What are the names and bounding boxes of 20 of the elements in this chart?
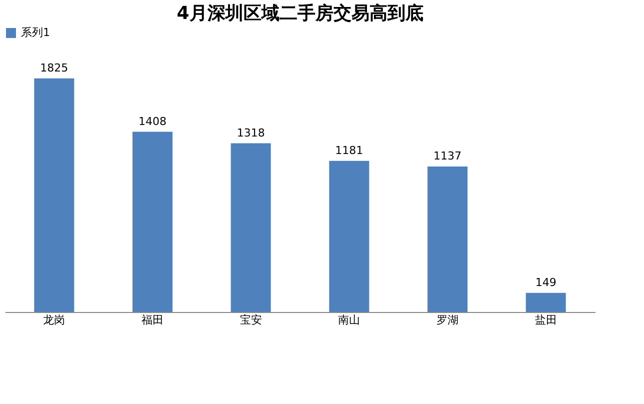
data-label: 1318 [236,126,265,140]
data-label: 1825 [40,61,68,74]
legend-label: 系列1 [21,26,50,39]
bar [230,143,271,312]
x-tick-label: 龙岗 [43,314,66,326]
data-label: 1181 [335,144,364,157]
bar [526,292,566,312]
data-label: 1137 [434,149,462,162]
bar [132,132,172,312]
bar [34,78,74,312]
x-tick-label: 南山 [338,314,360,326]
data-label: 149 [535,276,556,289]
x-tick-label: 罗湖 [436,314,458,326]
bar [428,166,468,312]
data-label: 1408 [138,114,166,128]
chart-title: 4月深圳区域二手房交易高到底 [176,3,424,24]
bar [329,160,370,312]
x-tick-label: 福田 [142,314,164,326]
x-tick-label: 宝安 [240,314,262,326]
x-tick-label: 盐田 [534,314,557,326]
